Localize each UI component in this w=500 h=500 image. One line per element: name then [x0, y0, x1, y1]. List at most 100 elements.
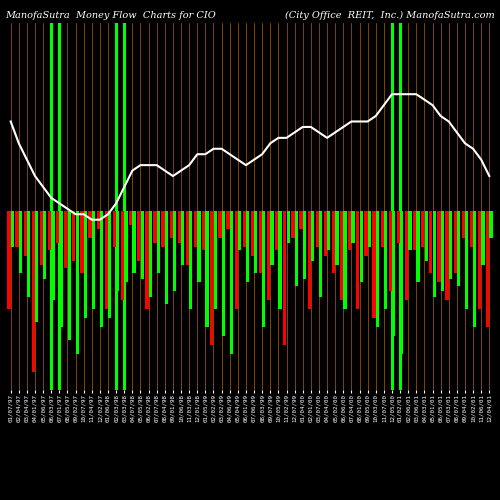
Bar	[40, 210, 43, 264]
Bar	[432, 210, 436, 297]
Bar	[250, 210, 254, 256]
Bar	[137, 210, 140, 261]
Bar	[360, 210, 363, 282]
Bar	[275, 210, 278, 250]
Bar	[92, 210, 95, 310]
Bar	[392, 210, 396, 336]
Bar	[238, 210, 241, 250]
Bar	[327, 210, 330, 250]
Bar	[202, 210, 205, 250]
Bar	[311, 210, 314, 261]
Bar	[181, 210, 184, 264]
Bar	[234, 210, 238, 310]
Bar	[429, 210, 432, 274]
Bar	[165, 210, 168, 304]
Bar	[292, 210, 294, 238]
Bar	[424, 210, 428, 261]
Bar	[230, 210, 233, 354]
Bar	[108, 210, 112, 318]
Bar	[154, 210, 156, 243]
Bar	[478, 210, 481, 310]
Bar	[246, 210, 250, 282]
Bar	[352, 210, 354, 243]
Bar	[88, 210, 92, 238]
Bar	[129, 210, 132, 225]
Bar	[283, 210, 286, 345]
Bar	[449, 210, 452, 279]
Bar	[96, 210, 100, 228]
Bar	[72, 210, 76, 261]
Bar	[300, 210, 302, 228]
Bar	[32, 210, 35, 372]
Bar	[124, 210, 128, 282]
Bar	[446, 210, 448, 300]
Bar	[146, 210, 148, 310]
Bar	[400, 210, 404, 354]
Bar	[490, 210, 492, 238]
Bar	[80, 210, 84, 274]
Bar	[308, 210, 311, 310]
Bar	[242, 210, 246, 246]
Bar	[336, 210, 338, 264]
Bar	[316, 210, 319, 246]
Bar	[76, 210, 79, 354]
Bar	[286, 210, 290, 243]
Bar	[262, 210, 266, 328]
Bar	[116, 210, 119, 292]
Bar	[457, 210, 460, 286]
Bar	[19, 210, 22, 274]
Bar	[198, 210, 200, 282]
Bar	[416, 210, 420, 282]
Bar	[189, 210, 192, 310]
Bar	[84, 210, 87, 318]
Bar	[100, 210, 103, 328]
Bar	[121, 210, 124, 300]
Bar	[270, 210, 274, 264]
Bar	[140, 210, 144, 279]
Text: ManofaSutra  Money Flow  Charts for CIO: ManofaSutra Money Flow Charts for CIO	[5, 11, 216, 20]
Bar	[380, 210, 384, 246]
Bar	[356, 210, 360, 310]
Bar	[482, 210, 484, 264]
Bar	[254, 210, 258, 274]
Bar	[319, 210, 322, 297]
Bar	[226, 210, 230, 228]
Bar	[170, 210, 173, 238]
Bar	[259, 210, 262, 274]
Bar	[113, 210, 116, 246]
Bar	[60, 210, 62, 328]
Bar	[348, 210, 352, 250]
Bar	[162, 210, 164, 246]
Bar	[384, 210, 387, 310]
Bar	[194, 210, 197, 246]
Bar	[462, 210, 465, 238]
Bar	[157, 210, 160, 274]
Bar	[64, 210, 68, 268]
Bar	[210, 210, 214, 345]
Bar	[43, 210, 46, 279]
Bar	[303, 210, 306, 279]
Bar	[11, 210, 14, 246]
Bar	[214, 210, 217, 310]
Bar	[397, 210, 400, 243]
Bar	[405, 210, 408, 300]
Bar	[27, 210, 30, 297]
Bar	[454, 210, 457, 274]
Bar	[48, 210, 51, 250]
Bar	[24, 210, 27, 256]
Bar	[278, 210, 281, 310]
Bar	[222, 210, 225, 336]
Bar	[178, 210, 181, 243]
Bar	[8, 210, 10, 310]
Bar	[344, 210, 346, 310]
Bar	[440, 210, 444, 292]
Bar	[438, 210, 440, 282]
Bar	[465, 210, 468, 310]
Bar	[104, 210, 108, 310]
Bar	[267, 210, 270, 300]
Bar	[148, 210, 152, 297]
Bar	[364, 210, 368, 256]
Bar	[413, 210, 416, 250]
Bar	[408, 210, 412, 250]
Bar	[294, 210, 298, 286]
